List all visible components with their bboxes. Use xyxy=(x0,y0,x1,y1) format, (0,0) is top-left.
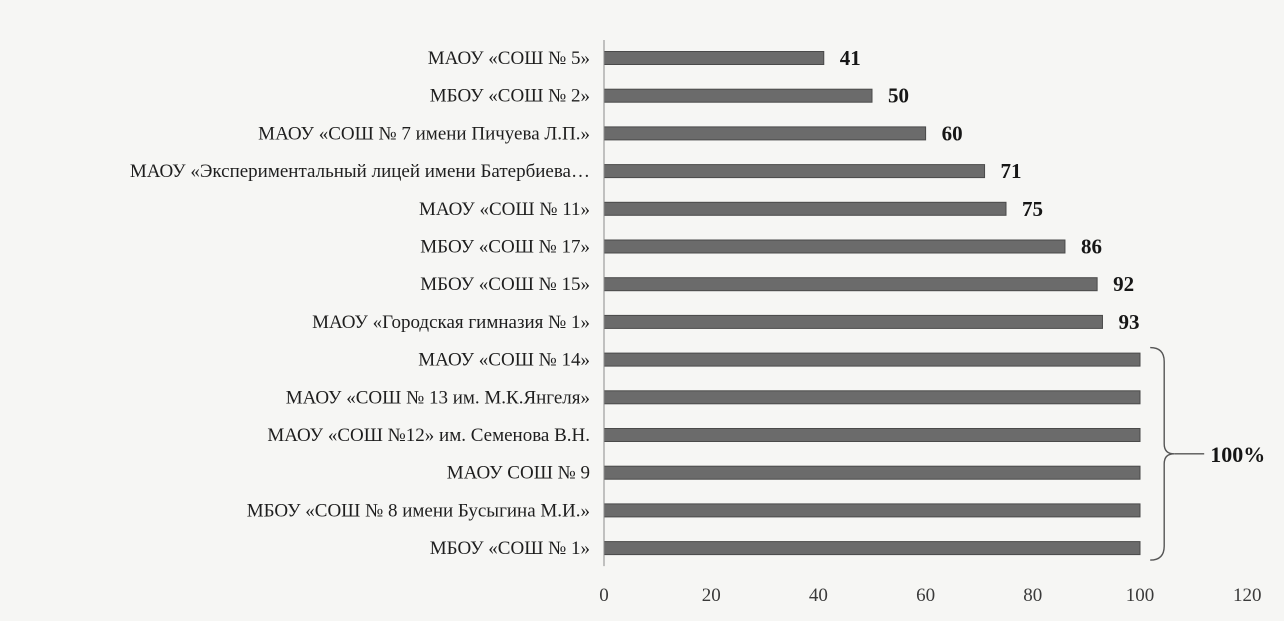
category-label: МАОУ «СОШ №12» им. Семенова В.Н. xyxy=(267,425,590,446)
brace-label: 100% xyxy=(1210,442,1265,467)
category-label: МБОУ «СОШ № 2» xyxy=(430,86,590,107)
category-labels: МАОУ «СОШ № 5» МБОУ «СОШ № 2» МАОУ «СОШ № … xyxy=(130,48,590,559)
data-label: 93 xyxy=(1118,310,1139,334)
data-label: 71 xyxy=(1001,159,1022,183)
data-label: 86 xyxy=(1081,235,1102,259)
x-tick-label: 100 xyxy=(1126,585,1155,606)
category-label: МАОУ «СОШ № 11» xyxy=(419,199,590,220)
x-tick-label: 60 xyxy=(916,585,935,606)
category-label: МБОУ «СОШ № 8 имени Бусыгина М.И.» xyxy=(247,500,590,521)
bar xyxy=(603,390,1141,405)
data-label: 41 xyxy=(840,46,861,70)
x-tick-label: 80 xyxy=(1023,585,1042,606)
data-label: 60 xyxy=(942,121,963,145)
bar xyxy=(603,428,1141,442)
bar xyxy=(603,465,1141,480)
data-label: 50 xyxy=(888,84,909,108)
x-tick-label: 120 xyxy=(1233,585,1262,606)
data-label: 92 xyxy=(1113,272,1134,296)
annotations: 100% xyxy=(1150,346,1265,561)
bar xyxy=(603,277,1098,292)
x-tick-label: 20 xyxy=(702,585,721,606)
category-label: МАОУ «Городская гимназия № 1» xyxy=(312,312,590,333)
bars-group xyxy=(603,51,1141,556)
category-label: МАОУ СОШ № 9 xyxy=(447,463,590,484)
bar xyxy=(603,164,986,179)
data-label: 75 xyxy=(1022,197,1043,221)
category-label: МАОУ «СОШ № 7 имени Пичуева Л.П.» xyxy=(258,123,590,144)
brace-bracket xyxy=(1150,346,1175,561)
category-label: МАОУ «СОШ № 13 им. М.К.Янгеля» xyxy=(286,387,590,408)
bar xyxy=(603,352,1141,367)
bar xyxy=(603,239,1066,254)
bar xyxy=(603,88,873,103)
category-label: МБОУ «СОШ № 17» xyxy=(420,237,590,258)
bar xyxy=(603,503,1141,518)
category-label: МБОУ «СОШ № 1» xyxy=(430,538,590,559)
x-axis-ticks: 0 20 40 60 80 100 120 xyxy=(599,585,1261,606)
bar xyxy=(603,201,1007,216)
bar xyxy=(603,51,825,65)
bar xyxy=(603,126,927,141)
category-label: МАОУ «СОШ № 14» xyxy=(418,350,590,371)
bar xyxy=(603,541,1141,556)
x-tick-label: 40 xyxy=(809,585,828,606)
bar xyxy=(603,314,1103,329)
category-label: МАОУ «СОШ № 5» xyxy=(428,48,590,69)
x-tick-label: 0 xyxy=(599,585,609,606)
category-label: МАОУ «Экспериментальный лицей имени Бате… xyxy=(130,161,590,182)
category-label: МБОУ «СОШ № 15» xyxy=(420,274,590,295)
